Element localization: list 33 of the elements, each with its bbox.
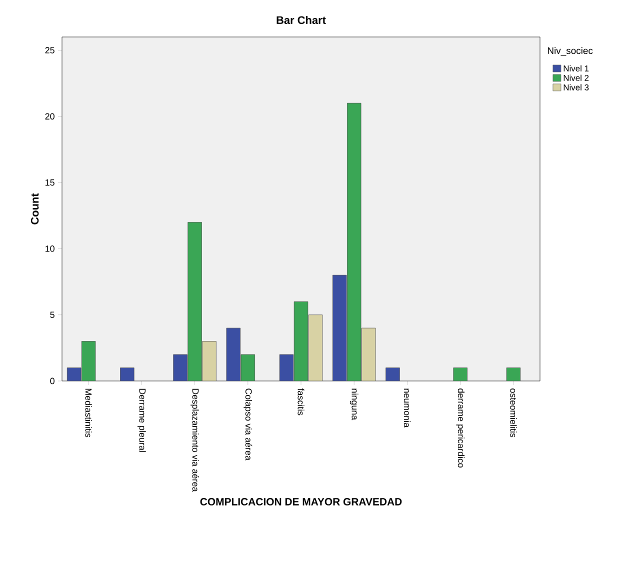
x-tick-label: Desplazamiento via aérea bbox=[190, 388, 200, 492]
x-tick-label: neumonia bbox=[404, 388, 411, 428]
bar bbox=[332, 274, 347, 381]
legend-title: Niv_sociec bbox=[548, 47, 593, 56]
y-tick-label: 5 bbox=[50, 312, 54, 318]
legend-label: Nivel 3 bbox=[564, 84, 589, 90]
y-tick-label: 15 bbox=[46, 179, 54, 186]
x-tick-label: Mediastinitis bbox=[85, 388, 92, 438]
x-tick-label: derrame pericardico bbox=[456, 388, 465, 468]
x-tick-label: Colapso via aérea bbox=[244, 388, 252, 460]
y-tick-label: 10 bbox=[46, 246, 54, 252]
y-tick-label: 0 bbox=[50, 378, 54, 384]
bar bbox=[120, 368, 134, 381]
legend-label: Nivel 1 bbox=[564, 65, 589, 72]
bar bbox=[188, 222, 202, 381]
chart-title: Bar Chart bbox=[276, 16, 326, 24]
bar bbox=[279, 354, 294, 381]
y-tick-label: 25 bbox=[45, 47, 54, 54]
x-tick-label: fascitis bbox=[298, 388, 304, 416]
y-tick-label: 20 bbox=[45, 113, 54, 120]
x-tick-label: osteomielitis bbox=[510, 388, 517, 438]
bar bbox=[386, 368, 400, 381]
bar bbox=[294, 301, 308, 381]
x-tick-label: Derrame pleural bbox=[137, 388, 146, 452]
legend-label: Nivel 2 bbox=[564, 74, 589, 81]
x-tick-label: ninguna bbox=[350, 388, 358, 420]
bar bbox=[226, 328, 241, 381]
bar bbox=[347, 102, 362, 381]
y-axis-title: Count bbox=[30, 193, 39, 224]
bar bbox=[240, 354, 255, 381]
x-axis-title: COMPLICACION DE MAYOR GRAVEDAD bbox=[200, 498, 402, 506]
bar bbox=[81, 341, 96, 381]
bar bbox=[173, 354, 188, 381]
